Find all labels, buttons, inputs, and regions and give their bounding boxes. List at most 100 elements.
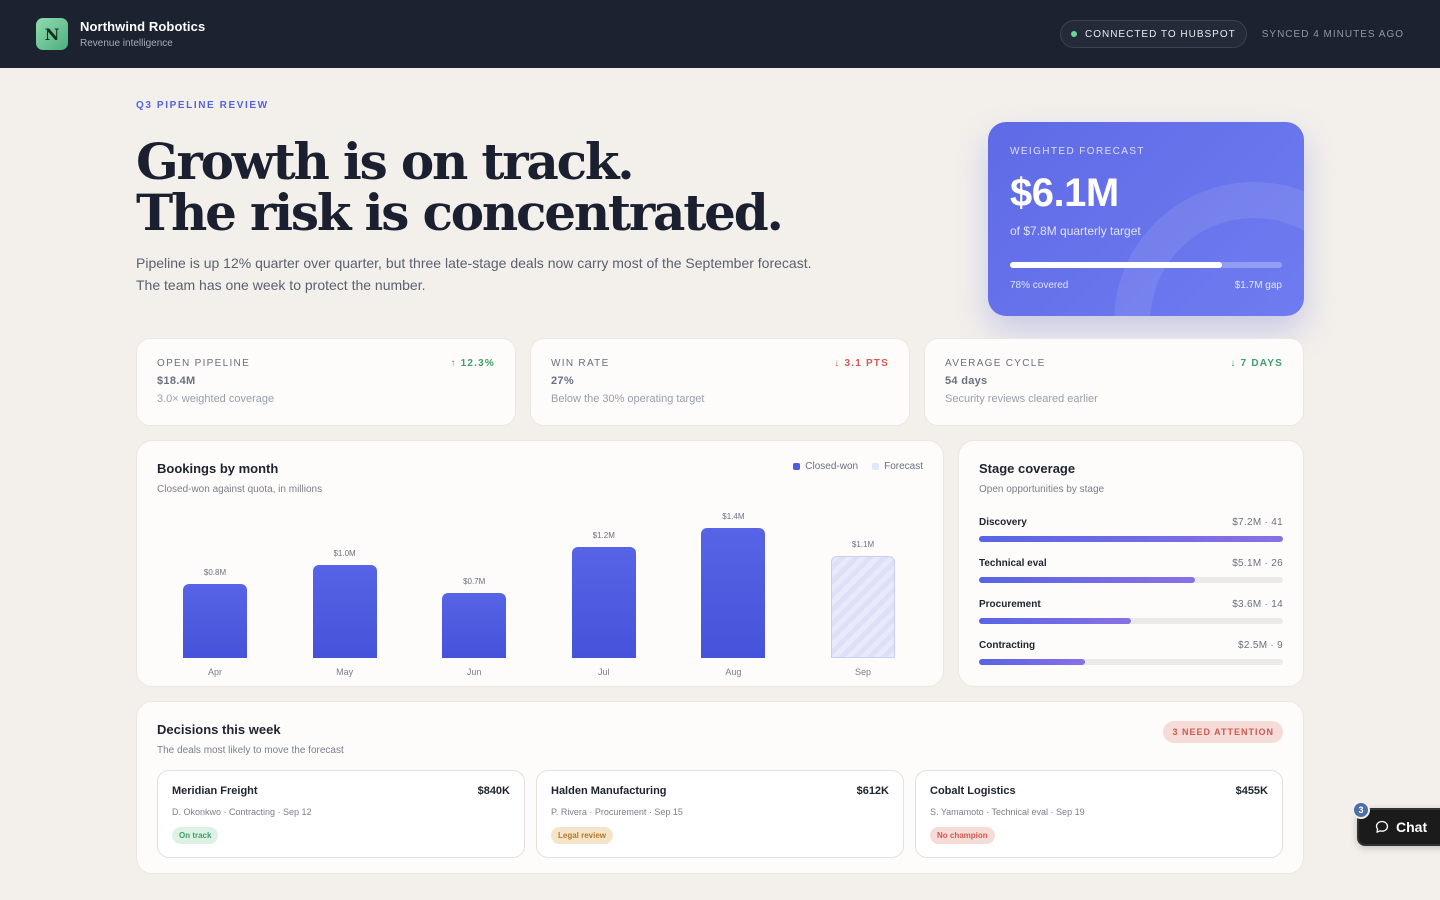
bar-category-label: Aug xyxy=(725,667,742,677)
forecast-progress-track xyxy=(1010,262,1282,268)
bar-column-apr: $0.8M Apr xyxy=(157,501,287,677)
kpi-average-cycle[interactable]: AVERAGE CYCLE ↓ 7 DAYS 54 days Security … xyxy=(924,338,1304,426)
bar-value-label: $0.7M xyxy=(463,577,486,586)
kpi-delta: ↓ 7 DAYS xyxy=(1230,358,1283,369)
bar-category-label: Sep xyxy=(854,667,871,677)
decisions-subtitle: The deals most likely to move the foreca… xyxy=(157,745,344,756)
stage-coverage-panel: Stage coverage Open opportunities by sta… xyxy=(958,440,1304,687)
stage-bar-fill xyxy=(979,536,1283,542)
headline-line-2: The risk is concentrated. xyxy=(136,183,784,242)
kpi-open-pipeline[interactable]: OPEN PIPELINE ↑ 12.3% $18.4M 3.0× weight… xyxy=(136,338,516,426)
stage-name: Technical eval xyxy=(979,558,1047,569)
bar-category-label: Apr xyxy=(207,667,222,677)
page-summary: Pipeline is up 12% quarter over quarter,… xyxy=(136,252,876,296)
deal-name: Halden Manufacturing xyxy=(551,785,667,797)
brand: Northwind Robotics Revenue intelligence xyxy=(80,19,205,49)
decisions-panel: Decisions this week The deals most likel… xyxy=(136,701,1304,874)
bar-sep[interactable] xyxy=(831,556,895,658)
stage-value: $7.2M · 41 xyxy=(1232,517,1283,528)
deal-status-tag: On track xyxy=(172,827,219,844)
connection-label: CONNECTED TO HUBSPOT xyxy=(1084,28,1236,40)
bar-column-may: $1.0M May xyxy=(287,501,417,677)
hubspot-connection-status[interactable]: CONNECTED TO HUBSPOT xyxy=(1059,20,1247,48)
deal-amount: $455K xyxy=(1235,785,1268,797)
deal-status-tag: No champion xyxy=(930,827,995,844)
stage-bar-track xyxy=(979,577,1283,583)
decisions-title: Decisions this week xyxy=(157,722,281,737)
bar-apr[interactable] xyxy=(183,584,247,658)
deal-status-tag: Legal review xyxy=(551,827,614,844)
stage-value: $2.5M · 9 xyxy=(1238,640,1283,651)
chat-bubble-icon xyxy=(1375,820,1389,833)
stage-bar-track xyxy=(979,618,1283,624)
bar-column-sep: $1.1M Sep xyxy=(805,501,935,677)
bar-jun[interactable] xyxy=(442,593,507,658)
bookings-bar-chart: $0.8M Apr $1.0M May $0.7M Jun $1.2M Jul $1.4M Aug… xyxy=(157,501,921,677)
deal-card-halden-manufacturing[interactable]: Halden Manufacturing $612K P. Rivera · P… xyxy=(536,770,904,858)
bookings-chart-panel: Bookings by month Closed-won against quo… xyxy=(136,440,944,687)
legend-label-closed: Closed-won xyxy=(805,461,859,472)
kpi-value: 27% xyxy=(551,375,574,387)
stage-row-procurement[interactable]: Procurement $3.6M · 14 xyxy=(979,599,1283,624)
bar-column-jul: $1.2M Jul xyxy=(546,501,676,677)
bar-category-label: May xyxy=(336,667,354,677)
stage-row-discovery[interactable]: Discovery $7.2M · 41 xyxy=(979,517,1283,542)
chart-legend: Closed-won Forecast xyxy=(779,461,923,472)
kpi-label: AVERAGE CYCLE xyxy=(945,358,1046,369)
kpi-value: $18.4M xyxy=(157,375,196,387)
attention-badge[interactable]: 3 NEED ATTENTION xyxy=(1163,721,1283,743)
legend-closed-won: Closed-won xyxy=(793,461,858,472)
legend-label-forecast: Forecast xyxy=(884,461,923,472)
section-eyebrow: Q3 PIPELINE REVIEW xyxy=(136,100,269,111)
chat-button[interactable]: Chat xyxy=(1357,808,1440,846)
deal-card-cobalt-logistics[interactable]: Cobalt Logistics $455K S. Yamamoto · Tec… xyxy=(915,770,1283,858)
bar-jul[interactable] xyxy=(571,547,636,658)
weighted-forecast-card[interactable]: WEIGHTED FORECAST $6.1M of $7.8M quarter… xyxy=(988,122,1304,316)
kpi-delta: ↓ 3.1 PTS xyxy=(834,358,889,369)
bar-column-aug: $1.4M Aug xyxy=(675,501,805,677)
stage-row-contracting[interactable]: Contracting $2.5M · 9 xyxy=(979,640,1283,665)
stage-bar-fill xyxy=(979,659,1086,665)
stage-bar-fill xyxy=(979,577,1195,583)
bar-aug[interactable] xyxy=(701,528,766,658)
bar-may[interactable] xyxy=(312,565,377,658)
headline-line-1: Growth is on track. xyxy=(136,132,635,191)
forecast-target: of $7.8M quarterly target xyxy=(1010,224,1141,238)
deal-card-meridian-freight[interactable]: Meridian Freight $840K D. Okonkwo · Cont… xyxy=(157,770,525,858)
bar-value-label: $0.8M xyxy=(203,568,227,577)
kpi-delta: ↑ 12.3% xyxy=(450,358,495,369)
deal-name: Meridian Freight xyxy=(172,785,258,797)
stage-name: Discovery xyxy=(979,517,1027,528)
legend-swatch-forecast xyxy=(872,463,880,470)
company-name: Northwind Robotics xyxy=(80,19,206,34)
brand-logo[interactable]: N xyxy=(36,18,68,50)
deal-amount: $612K xyxy=(856,785,889,797)
connection-dot-icon xyxy=(1070,31,1077,37)
bar-value-label: $1.0M xyxy=(333,549,356,558)
stage-name: Contracting xyxy=(979,640,1036,651)
kpi-note: Below the 30% operating target xyxy=(551,393,705,405)
legend-forecast: Forecast xyxy=(872,461,923,472)
chat-unread-badge: 3 xyxy=(1352,801,1370,819)
bar-value-label: $1.2M xyxy=(592,531,615,540)
chat-label: Chat xyxy=(1396,819,1428,835)
bar-column-jun: $0.7M Jun xyxy=(416,501,546,677)
legend-swatch-closed xyxy=(793,463,801,470)
forecast-label: WEIGHTED FORECAST xyxy=(1010,146,1145,157)
company-subtitle: Revenue intelligence xyxy=(80,38,173,49)
kpi-win-rate[interactable]: WIN RATE ↓ 3.1 PTS 27% Below the 30% ope… xyxy=(530,338,910,426)
deal-meta: D. Okonkwo · Contracting · Sep 12 xyxy=(172,807,312,817)
forecast-covered: 78% covered xyxy=(1010,280,1069,291)
deal-name: Cobalt Logistics xyxy=(930,785,1016,797)
stage-row-technical-eval[interactable]: Technical eval $5.1M · 26 xyxy=(979,558,1283,583)
stage-name: Procurement xyxy=(979,599,1041,610)
bar-category-label: Jun xyxy=(466,667,482,677)
stage-subtitle: Open opportunities by stage xyxy=(979,484,1105,495)
kpi-note: 3.0× weighted coverage xyxy=(157,393,275,405)
bar-value-label: $1.1M xyxy=(851,540,875,549)
stage-title: Stage coverage xyxy=(979,461,1076,476)
summary-line-2: The team has one week to protect the num… xyxy=(136,277,426,293)
bar-category-label: Jul xyxy=(598,667,610,677)
top-bar: N Northwind Robotics Revenue intelligenc… xyxy=(0,0,1440,68)
deal-meta: S. Yamamoto · Technical eval · Sep 19 xyxy=(930,807,1085,817)
